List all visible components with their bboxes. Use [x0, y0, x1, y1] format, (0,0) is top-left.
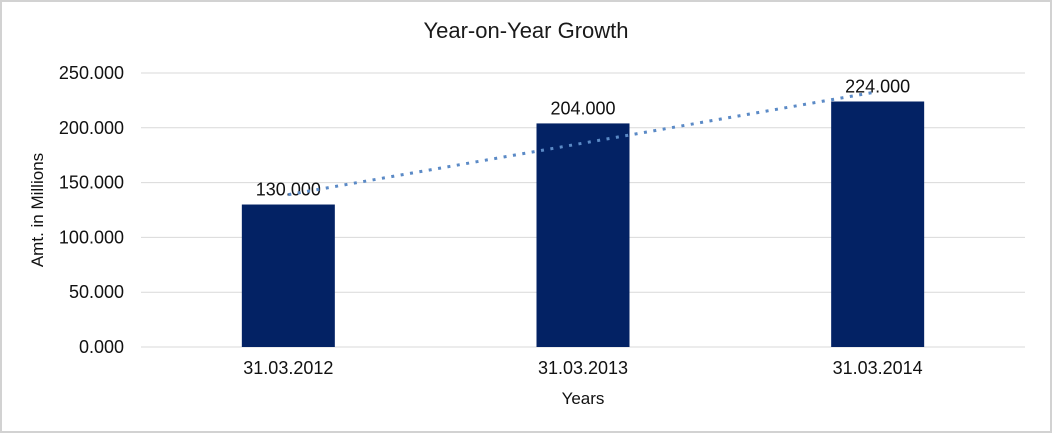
bar: [241, 204, 335, 347]
y-tick-label: 200.000: [59, 118, 124, 138]
category-label: 31.03.2012: [243, 358, 333, 378]
y-tick-label: 250.000: [59, 63, 124, 83]
y-tick-label: 0.000: [79, 337, 124, 357]
bar: [831, 101, 925, 347]
x-axis-title: Years: [561, 389, 605, 408]
y-tick-label: 100.000: [59, 227, 124, 247]
bar-value-label: 130.000: [256, 180, 321, 200]
bar: [536, 123, 630, 347]
bar-value-label: 204.000: [550, 98, 615, 118]
category-label: 31.03.2013: [538, 358, 628, 378]
y-tick-label: 150.000: [59, 173, 124, 193]
y-tick-label: 50.000: [69, 282, 124, 302]
bar-value-label: 224.000: [845, 76, 910, 96]
category-label: 31.03.2014: [833, 358, 923, 378]
chart-title: Year-on-Year Growth: [423, 18, 629, 43]
